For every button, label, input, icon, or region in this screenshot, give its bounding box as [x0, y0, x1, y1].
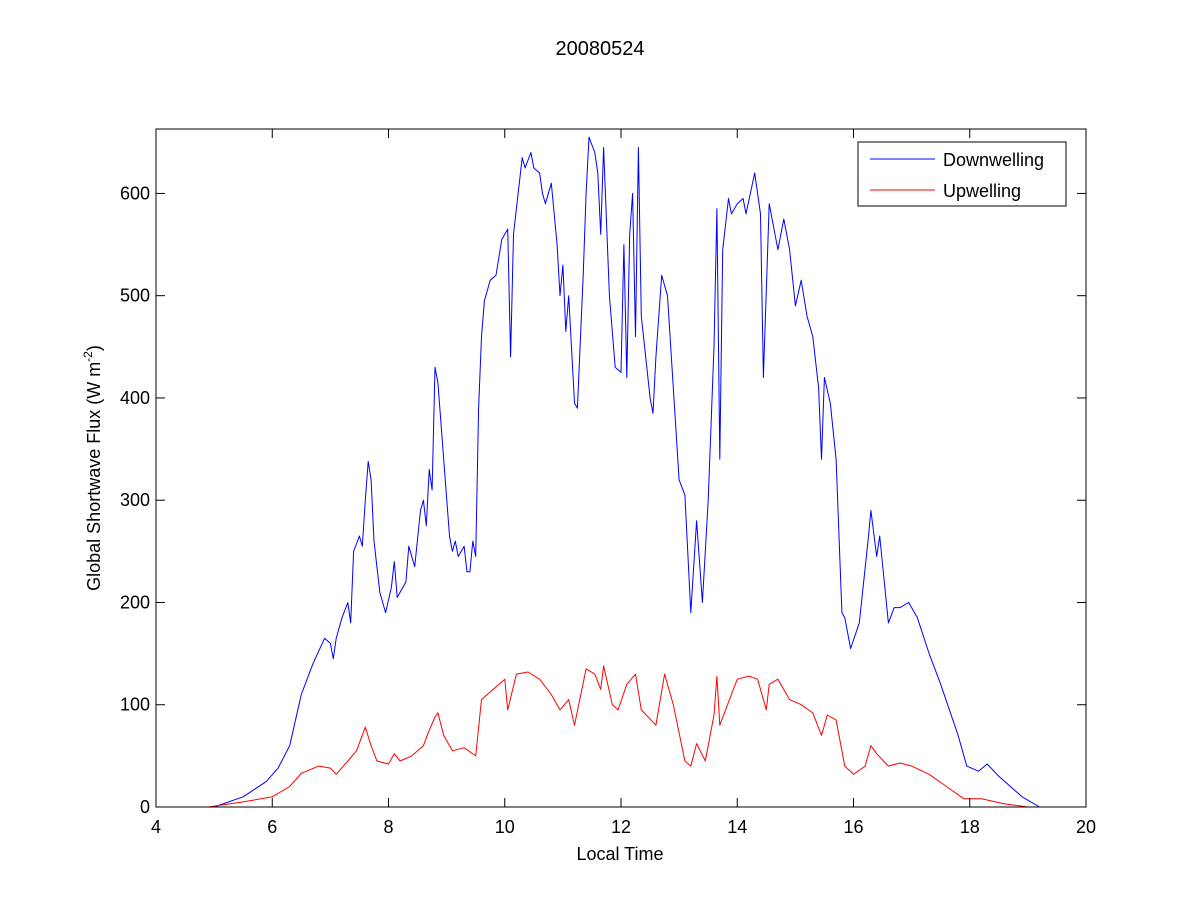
y-axis-label: Global Shortwave Flux (W m-2) — [81, 345, 104, 591]
plot-area — [167, 136, 1040, 808]
x-tick-label: 10 — [495, 817, 515, 837]
chart-title: 20080524 — [556, 38, 645, 60]
x-tick-label: 6 — [267, 817, 277, 837]
y-tick-label: 0 — [140, 797, 150, 817]
y-tick-label: 300 — [120, 490, 150, 510]
x-tick-label: 4 — [151, 817, 161, 837]
x-tick-label: 18 — [960, 817, 980, 837]
y-axis-label-sup: -2 — [81, 351, 95, 362]
series-line-downwelling — [167, 136, 1040, 808]
y-tick-label: 200 — [120, 592, 150, 612]
y-axis-label-end: ) — [84, 345, 104, 351]
series-line-upwelling — [167, 665, 1028, 808]
x-tick-label: 14 — [727, 817, 747, 837]
y-tick-label: 600 — [120, 183, 150, 203]
legend-box — [857, 141, 1067, 207]
y-axis-label-main: Global Shortwave Flux (W m — [84, 362, 104, 591]
axes-box — [155, 128, 1087, 808]
legend: Downwelling Upwelling — [857, 141, 1067, 207]
legend-label-upwelling: Upwelling — [943, 181, 1021, 201]
x-tick-label: 20 — [1076, 817, 1096, 837]
legend-label-downwelling: Downwelling — [943, 150, 1044, 170]
x-tick-label: 16 — [843, 817, 863, 837]
y-tick-label: 500 — [120, 286, 150, 306]
y-tick-label: 400 — [120, 388, 150, 408]
x-axis-label: Local Time — [576, 844, 663, 864]
y-tick-label: 100 — [120, 695, 150, 715]
x-tick-label: 8 — [383, 817, 393, 837]
x-tick-label: 12 — [611, 817, 631, 837]
